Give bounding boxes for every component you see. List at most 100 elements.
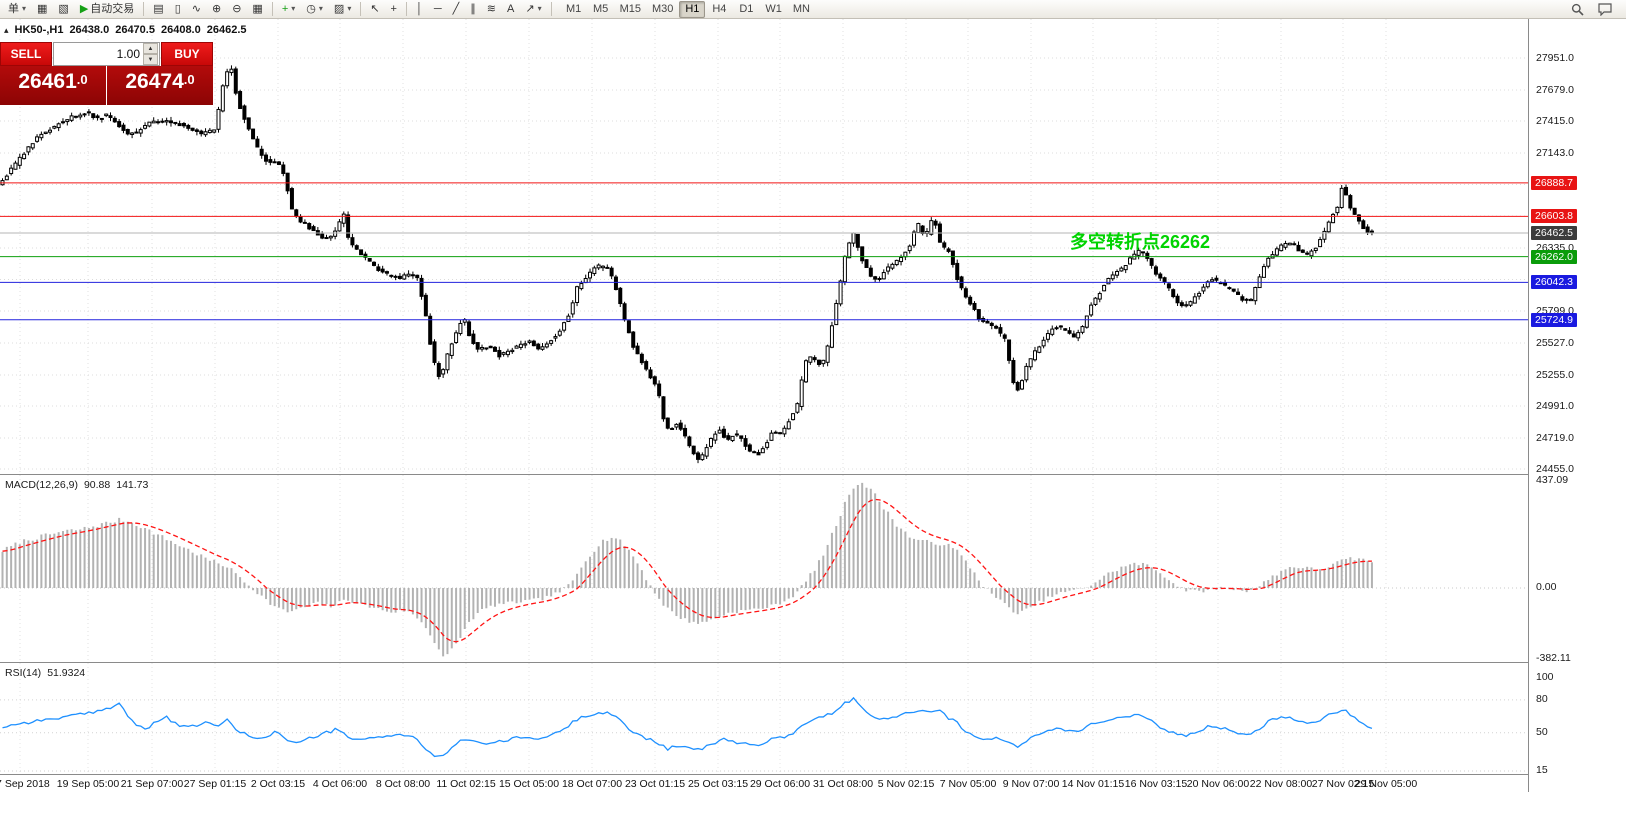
chat-button[interactable] [1593, 1, 1617, 18]
templates-button[interactable]: ▨ ▾ [329, 1, 356, 18]
price-axis-label: 27951.0 [1536, 52, 1574, 64]
time-axis-label: 25 Oct 03:15 [687, 778, 749, 790]
volume-value[interactable]: 1.00 [116, 47, 140, 61]
chat-icon [1598, 2, 1612, 16]
volume-down-icon[interactable]: ▼ [143, 54, 158, 65]
price-axis[interactable]: 27951.0 27679.0 27415.0 27143.0 26335.0 25799… [1528, 19, 1626, 792]
time-axis-label: 2 Oct 03:15 [250, 778, 306, 790]
volume-spin-buttons[interactable]: ▲ ▼ [143, 43, 158, 65]
time-axis-label: 5 Nov 02:15 [877, 778, 935, 790]
bar-chart-button[interactable]: ▤ [148, 1, 168, 18]
timeframe-m5-button[interactable]: M5 [588, 1, 614, 18]
new-chart-button[interactable]: + ▾ [277, 1, 300, 18]
macd-histogram-layer [1, 482, 1373, 657]
rsi-canvas[interactable] [0, 663, 1528, 774]
profiles-icon: ▧ [58, 2, 69, 15]
price-chart-panel[interactable]: ▴ HK50-,H1 26438.0 26470.5 26408.0 26462… [0, 19, 1528, 474]
buy-price[interactable]: 26474 .0 [107, 66, 213, 105]
quote-open: 26438.0 [69, 24, 110, 36]
line-chart-button[interactable]: ∿ [187, 1, 206, 18]
trendline-button[interactable]: ╱ [448, 1, 465, 18]
periods-button[interactable]: ◷ ▾ [301, 1, 328, 18]
autotrading-button[interactable]: ▶ 自动交易 [75, 1, 139, 18]
charts-window-icon: ▦ [37, 2, 48, 15]
new-chart-dropdown-icon[interactable]: ▾ [291, 4, 296, 13]
timeframe-h4-button[interactable]: H4 [706, 1, 732, 18]
macd-panel[interactable]: MACD(12,26,9) 90.88 141.73 [0, 474, 1528, 662]
quote-low: 26408.0 [160, 24, 201, 36]
equidistant-channel-button[interactable]: ∥ [465, 1, 481, 18]
periods-dropdown-icon[interactable]: ▾ [318, 4, 323, 13]
text-button[interactable]: A [502, 1, 519, 18]
time-axis-label: 29 Oct 06:00 [749, 778, 811, 790]
level-price-tag: 25724.9 [1531, 312, 1577, 327]
time-axis-label: 15 Oct 05:00 [498, 778, 560, 790]
tile-windows-button[interactable]: ▦ [247, 1, 267, 18]
macd-axis-label: 0.00 [1536, 581, 1557, 593]
periods-icon: ◷ [306, 2, 316, 15]
time-axis-label: 27 Nov 02:15 [1311, 778, 1375, 790]
time-axis-label: 7 Nov 05:00 [939, 778, 997, 790]
tile-windows-icon: ▦ [252, 2, 263, 15]
price-chart-canvas[interactable] [0, 19, 1528, 474]
rsi-axis-label: 100 [1536, 671, 1554, 683]
crosshair-button[interactable]: + [386, 1, 402, 18]
timeframe-mn-button[interactable]: MN [788, 1, 815, 18]
timeframe-h1-button[interactable]: H1 [679, 0, 706, 18]
price-axis-label: 27143.0 [1536, 146, 1574, 159]
timeframe-w1-button[interactable]: W1 [760, 1, 787, 18]
quote-close: 26462.5 [206, 24, 247, 36]
sell-price[interactable]: 26461 .0 [0, 66, 106, 105]
toolbar-right [1566, 1, 1623, 18]
rsi-line [2, 696, 1373, 758]
arrow-tools-dropdown-icon[interactable]: ▾ [537, 4, 542, 13]
templates-icon: ▨ [333, 2, 345, 15]
candles-layer [0, 65, 1374, 464]
timeframe-d1-button[interactable]: D1 [733, 1, 759, 18]
fibonacci-button[interactable]: ≋ [482, 1, 501, 18]
new-order-button[interactable]: 单 ▾ [3, 1, 31, 18]
level-price-tag: 26042.3 [1531, 275, 1577, 290]
charts-window-button[interactable]: ▦ [32, 1, 52, 18]
equidistant-channel-icon: ∥ [470, 2, 476, 15]
volume-stepper[interactable]: 1.00 ▲ ▼ [53, 42, 160, 66]
pivot-annotation: 多空转折点26262 [1070, 232, 1211, 252]
timeframe-m1-button[interactable]: M1 [561, 1, 587, 18]
trade-panel-top-row: SELL 1.00 ▲ ▼ BUY [0, 42, 213, 66]
buy-price-frac: .0 [183, 72, 195, 87]
volume-up-icon[interactable]: ▲ [143, 43, 158, 54]
arrow-tools-button[interactable]: ↗ ▾ [520, 1, 546, 18]
templates-dropdown-icon[interactable]: ▾ [347, 4, 352, 13]
trendline-icon: ╱ [452, 2, 460, 15]
sell-button[interactable]: SELL [0, 42, 52, 66]
grid-layer [0, 475, 1528, 662]
new-order-dropdown-icon[interactable]: ▾ [22, 4, 27, 13]
zoom-in-button[interactable]: ⊕ [207, 1, 226, 18]
time-axis-label: 27 Sep 01:15 [183, 778, 247, 790]
one-click-trading-panel: SELL 1.00 ▲ ▼ BUY 26461 .0 26474 .0 [0, 42, 213, 105]
timeframe-m30-button[interactable]: M30 [647, 1, 678, 18]
horizontal-line-button[interactable]: ─ [429, 1, 447, 18]
cursor-button[interactable]: ↖ [365, 1, 384, 18]
macd-axis-label: 437.09 [1536, 474, 1569, 486]
vertical-line-button[interactable]: │ [411, 1, 428, 18]
macd-canvas[interactable] [0, 475, 1528, 662]
horizontal-line-icon: ─ [433, 2, 442, 15]
timeframe-m15-button[interactable]: M15 [615, 1, 646, 18]
new-chart-icon: + [281, 2, 289, 15]
rsi-axis-label: 50 [1536, 725, 1548, 738]
zoom-out-button[interactable]: ⊖ [227, 1, 246, 18]
price-axis-label: 25527.0 [1536, 336, 1574, 349]
macd-label: MACD(12,26,9) 90.88 141.73 [5, 479, 148, 491]
buy-button[interactable]: BUY [161, 42, 213, 66]
rsi-axis-label: 15 [1536, 764, 1548, 776]
buy-price-int: 26474 [125, 70, 184, 93]
trade-panel-toggle-icon[interactable]: ▴ [4, 24, 9, 35]
profiles-button[interactable]: ▧ [53, 1, 73, 18]
rsi-panel[interactable]: RSI(14) 51.9324 [0, 662, 1528, 774]
cursor-icon: ↖ [370, 2, 380, 15]
quote-high: 26470.5 [115, 24, 155, 36]
search-button[interactable] [1566, 1, 1589, 18]
candlestick-chart-button[interactable]: ▯ [170, 1, 186, 18]
